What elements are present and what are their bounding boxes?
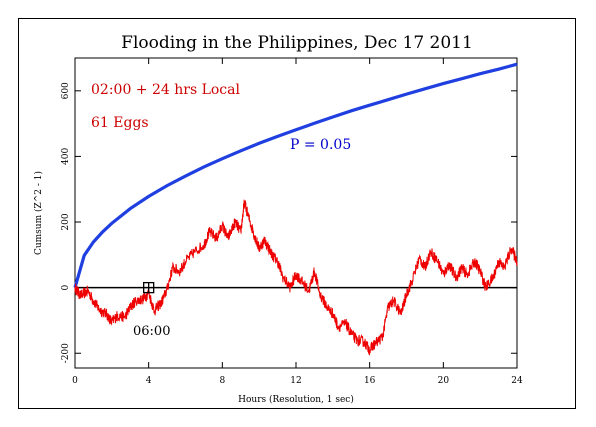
annotation-egg-count: 61 Eggs — [91, 115, 149, 131]
x-tick-label: 4 — [146, 376, 152, 386]
x-tick-label: 8 — [219, 376, 225, 386]
axis-tick-labels: 0 4 8 12 16 20 24 -200 0 200 400 600 — [61, 82, 523, 386]
x-tick-label: 0 — [72, 376, 78, 386]
y-tick-label: 600 — [61, 82, 71, 99]
annotation-time-window: 02:00 + 24 hrs Local — [91, 82, 240, 98]
y-axis-label: Cumsum (Z^2 - 1) — [33, 171, 44, 255]
annotation-marker-time: 06:00 — [133, 324, 170, 339]
series-layer — [73, 62, 518, 356]
x-axis-label: Hours (Resolution, 1 sec) — [238, 394, 354, 405]
event-marker — [143, 281, 155, 294]
x-tick-label: 12 — [290, 376, 301, 386]
chart-frame — [18, 18, 576, 409]
y-tick-label: 400 — [61, 148, 71, 165]
probability-envelope-line — [73, 62, 518, 289]
y-tick-label: 200 — [61, 213, 71, 230]
x-tick-label: 24 — [511, 376, 523, 386]
annotation-probability: P = 0.05 — [290, 137, 351, 153]
plot-area — [74, 57, 518, 369]
y-tick-label: -200 — [61, 343, 71, 363]
y-tick-label: 0 — [61, 284, 71, 290]
chart-title: Flooding in the Philippines, Dec 17 2011 — [121, 33, 473, 53]
x-tick-label: 16 — [364, 376, 376, 386]
axis-ticks — [74, 58, 518, 368]
x-tick-label: 20 — [438, 376, 450, 386]
